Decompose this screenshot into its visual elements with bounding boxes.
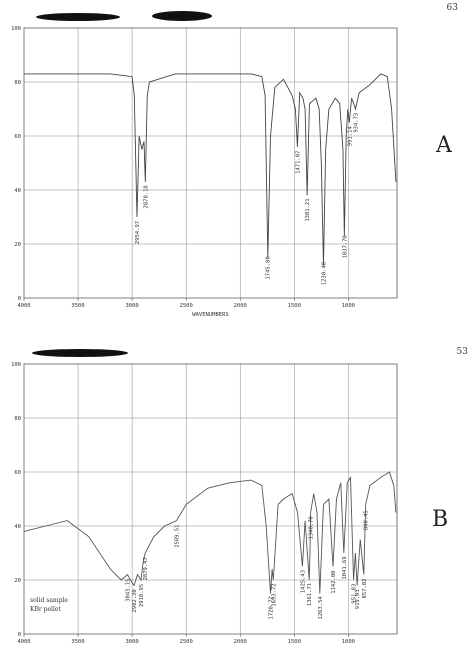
peak-label: 1142.00 bbox=[331, 571, 337, 594]
sample-note: solid sample bbox=[30, 597, 68, 604]
peak-label: 919.03 bbox=[355, 589, 361, 609]
x-tick-label: 1000 bbox=[342, 303, 355, 309]
page-number: 53 bbox=[457, 347, 469, 357]
y-tick-label: 40 bbox=[14, 524, 21, 530]
x-tick-label: 3000 bbox=[125, 639, 138, 645]
plot-frame bbox=[23, 27, 398, 299]
x-tick-label: 4000 bbox=[17, 639, 30, 645]
peak-label: 1361.71 bbox=[307, 583, 313, 606]
x-tick-label: 1000 bbox=[342, 639, 355, 645]
panel-label: B bbox=[432, 507, 448, 532]
spectrum-line bbox=[24, 73, 397, 266]
peak-label: 2918.95 bbox=[139, 584, 145, 607]
x-tick-label: 4000 bbox=[17, 303, 30, 309]
peak-label: 1720.72 bbox=[268, 596, 274, 619]
x-tick-label: 2000 bbox=[234, 639, 247, 645]
y-tick-label: 100 bbox=[11, 362, 21, 368]
peak-label: 840.45 bbox=[364, 510, 370, 530]
x-tick-label: 1500 bbox=[288, 639, 301, 645]
spectrum-line bbox=[23, 471, 397, 594]
redaction bbox=[36, 13, 120, 21]
peak-label: 1037.70 bbox=[342, 235, 348, 258]
peak-label: 1425.43 bbox=[300, 570, 306, 593]
peak-label: 1230.48 bbox=[321, 262, 327, 285]
panel-label: A bbox=[435, 133, 453, 158]
peak-label: 991.14 bbox=[347, 126, 353, 147]
y-tick-label: 20 bbox=[14, 242, 21, 248]
peak-label: 3043.15 bbox=[125, 579, 131, 602]
peak-label: 1263.54 bbox=[318, 596, 324, 620]
sample-note: KBr pellet bbox=[30, 606, 61, 613]
peak-label: 1693.72 bbox=[271, 584, 277, 607]
x-axis-label: WAVENUMBERS bbox=[192, 312, 228, 318]
redaction bbox=[32, 349, 128, 357]
x-tick-label: 3500 bbox=[71, 639, 84, 645]
x-tick-label: 2000 bbox=[234, 303, 247, 309]
y-tick-label: 80 bbox=[14, 416, 21, 422]
peak-label: 857.02 bbox=[362, 579, 368, 599]
redaction bbox=[152, 11, 212, 21]
y-tick-label: 0 bbox=[18, 296, 21, 302]
peak-label: 1381.21 bbox=[305, 198, 311, 221]
y-tick-label: 100 bbox=[11, 26, 21, 32]
x-tick-label: 2500 bbox=[180, 303, 193, 309]
x-tick-label: 3500 bbox=[71, 303, 84, 309]
peak-label: 2954.97 bbox=[135, 221, 141, 244]
peak-label: 1041.69 bbox=[342, 556, 348, 579]
peak-label: 1348.70 bbox=[309, 516, 315, 539]
page-number: 63 bbox=[447, 3, 459, 13]
x-tick-label: 3000 bbox=[125, 303, 138, 309]
y-tick-label: 80 bbox=[14, 80, 21, 86]
peak-label: 2879.47 bbox=[143, 557, 149, 580]
peak-label: 2589.51 bbox=[174, 525, 180, 548]
x-tick-label: 1500 bbox=[288, 303, 301, 309]
y-tick-label: 60 bbox=[14, 134, 21, 140]
peak-label: 2982.30 bbox=[132, 589, 138, 612]
y-tick-label: 0 bbox=[18, 632, 21, 638]
peak-label: 934.73 bbox=[353, 113, 359, 133]
x-tick-label: 2500 bbox=[180, 639, 193, 645]
peak-label: 1471.07 bbox=[295, 151, 301, 174]
peak-label: 951.83 bbox=[352, 584, 358, 604]
y-tick-label: 60 bbox=[14, 470, 21, 476]
y-tick-label: 40 bbox=[14, 188, 21, 194]
peak-label: 1745.80 bbox=[266, 256, 272, 279]
peak-label: 2878.18 bbox=[143, 185, 149, 208]
y-tick-label: 20 bbox=[14, 578, 21, 584]
